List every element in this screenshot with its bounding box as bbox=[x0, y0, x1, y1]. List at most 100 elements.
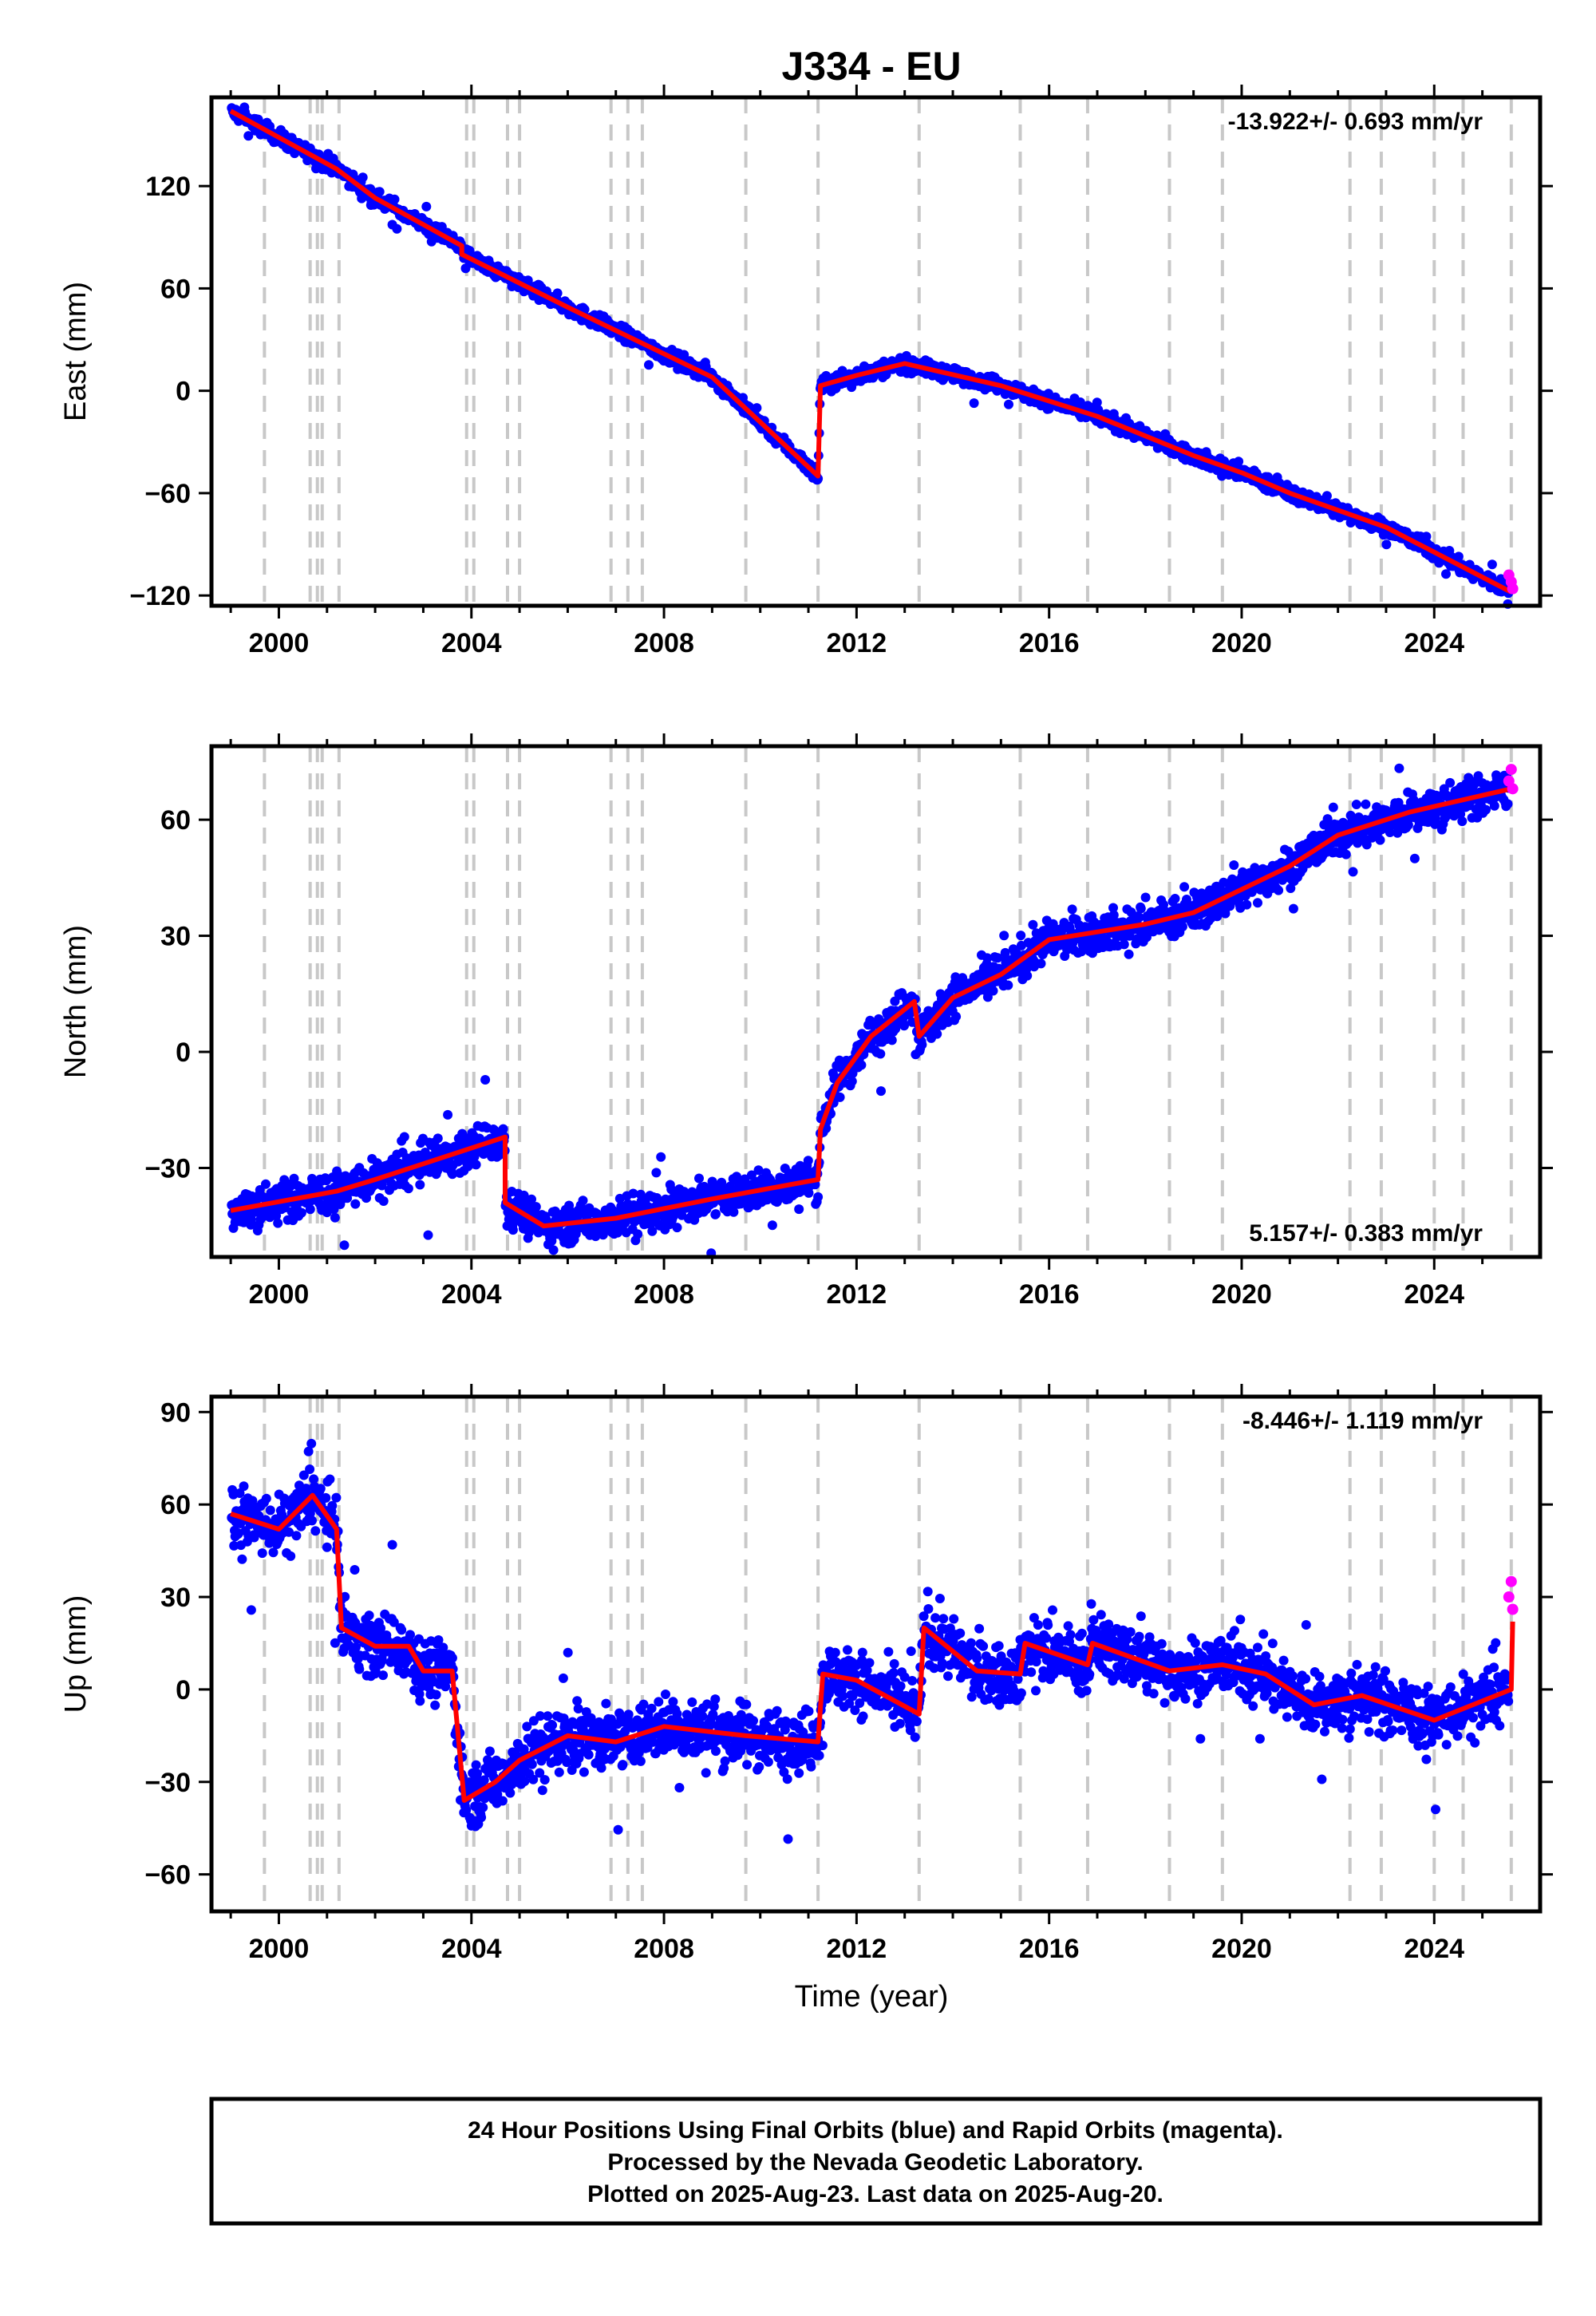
up-data-point bbox=[322, 1542, 332, 1552]
north-data-point bbox=[1457, 816, 1468, 827]
up-data-point bbox=[310, 1526, 321, 1536]
north-y-tick-label: 60 bbox=[160, 805, 191, 836]
up-data-point bbox=[327, 1500, 338, 1511]
north-x-tick-label: 2004 bbox=[441, 1279, 502, 1310]
north-data-point bbox=[548, 1245, 559, 1255]
north-data-point bbox=[1394, 763, 1404, 773]
east-rate-text: -13.922+/- 0.693 mm/yr bbox=[1228, 109, 1483, 135]
east-data-point bbox=[1441, 569, 1451, 579]
north-data-point bbox=[261, 1179, 271, 1189]
up-data-point bbox=[351, 1642, 361, 1652]
up-data-point bbox=[265, 1505, 275, 1516]
north-data-point bbox=[1328, 802, 1338, 812]
north-data-point bbox=[656, 1152, 666, 1162]
up-data-point bbox=[307, 1516, 317, 1526]
north-data-point bbox=[480, 1075, 491, 1085]
north-data-point bbox=[767, 1220, 777, 1231]
east-y-tick-label: 120 bbox=[145, 172, 191, 202]
east-data-point bbox=[358, 172, 368, 183]
east-x-tick-label: 2004 bbox=[441, 628, 502, 658]
north-x-tick-label: 2000 bbox=[249, 1279, 310, 1310]
north-data-point bbox=[1016, 931, 1026, 941]
north-data-point bbox=[875, 1049, 886, 1059]
up-data-point bbox=[354, 1664, 365, 1674]
east-model-line-path bbox=[229, 109, 1513, 595]
east-data-point bbox=[1092, 397, 1102, 408]
east-data-point bbox=[1381, 539, 1392, 550]
north-data-point bbox=[1503, 799, 1513, 809]
up-data-point bbox=[305, 1464, 315, 1474]
north-data-point bbox=[1481, 804, 1491, 815]
east-x-tick-label: 2012 bbox=[827, 628, 887, 658]
up-data-point bbox=[387, 1539, 397, 1550]
north-data-point bbox=[672, 1223, 682, 1233]
north-data-point bbox=[1253, 898, 1262, 908]
east-data-point bbox=[1487, 559, 1497, 570]
east-x-tick-label: 2000 bbox=[249, 628, 310, 658]
figure-title: J334 - EU bbox=[781, 44, 961, 89]
up-data-point bbox=[397, 1625, 407, 1635]
east-x-tick-label: 2008 bbox=[634, 628, 694, 658]
north-data-point bbox=[651, 1168, 662, 1178]
east-final-points bbox=[227, 102, 1514, 609]
up-data-point bbox=[325, 1474, 335, 1484]
up-data-point bbox=[331, 1492, 342, 1503]
north-data-point bbox=[1124, 949, 1134, 959]
north-data-point bbox=[951, 1011, 962, 1022]
up-data-point bbox=[321, 1492, 331, 1503]
up-data-point bbox=[291, 1531, 302, 1541]
north-data-point bbox=[1036, 958, 1046, 969]
up-data-point bbox=[237, 1554, 247, 1564]
up-data-point bbox=[350, 1565, 360, 1575]
north-data-point bbox=[508, 1225, 518, 1235]
east-y-tick-label: 0 bbox=[176, 377, 191, 407]
up-final-points bbox=[227, 1438, 1514, 1844]
north-data-point bbox=[999, 931, 1009, 941]
north-data-point bbox=[1288, 903, 1298, 914]
east-event-lines bbox=[263, 97, 1513, 606]
north-rapid-point bbox=[1505, 764, 1517, 776]
north-x-tick-label: 2020 bbox=[1211, 1279, 1272, 1310]
north-data-point bbox=[433, 1133, 443, 1144]
north-data-point bbox=[887, 1035, 897, 1045]
up-data-point bbox=[246, 1605, 256, 1615]
north-data-point bbox=[273, 1218, 283, 1228]
east-data-point bbox=[969, 398, 979, 409]
north-data-point bbox=[296, 1207, 306, 1218]
north-data-point bbox=[378, 1196, 389, 1206]
east-data-point bbox=[1004, 399, 1013, 409]
north-data-point bbox=[1229, 860, 1239, 870]
east-data-point bbox=[644, 360, 654, 370]
north-data-point bbox=[1489, 800, 1499, 811]
north-data-point bbox=[917, 1040, 927, 1049]
up-data-point bbox=[306, 1438, 317, 1448]
north-data-point bbox=[1341, 849, 1351, 860]
north-data-point bbox=[1170, 894, 1180, 903]
east-data-point bbox=[1321, 491, 1332, 501]
east-data-point bbox=[1453, 551, 1464, 562]
north-data-point bbox=[443, 1109, 453, 1120]
east-data-point bbox=[421, 201, 432, 211]
north-data-point bbox=[1351, 800, 1361, 809]
north-data-point bbox=[876, 1086, 886, 1097]
north-data-point bbox=[988, 986, 998, 996]
east-y-tick-label: −120 bbox=[129, 581, 191, 611]
north-data-point bbox=[1134, 912, 1144, 923]
up-data-point bbox=[364, 1611, 374, 1621]
north-data-point bbox=[1140, 892, 1151, 903]
north-data-point bbox=[403, 1184, 413, 1194]
north-data-point bbox=[835, 1092, 845, 1102]
east-y-tick-label: −60 bbox=[144, 479, 191, 509]
north-data-point bbox=[1348, 867, 1358, 877]
north-data-point bbox=[932, 1029, 942, 1039]
north-data-point bbox=[1119, 939, 1129, 950]
north-data-point bbox=[694, 1173, 704, 1184]
north-x-tick-label: 2024 bbox=[1404, 1279, 1464, 1310]
north-y-label: North (mm) bbox=[59, 925, 93, 1078]
east-plot-frame bbox=[209, 95, 1543, 608]
north-data-point bbox=[1274, 885, 1284, 895]
north-rate-text: 5.157+/- 0.383 mm/yr bbox=[1249, 1220, 1483, 1247]
north-x-tick-label: 2008 bbox=[634, 1279, 694, 1310]
north-data-point bbox=[1409, 853, 1420, 864]
north-rapid-point bbox=[1507, 783, 1519, 795]
